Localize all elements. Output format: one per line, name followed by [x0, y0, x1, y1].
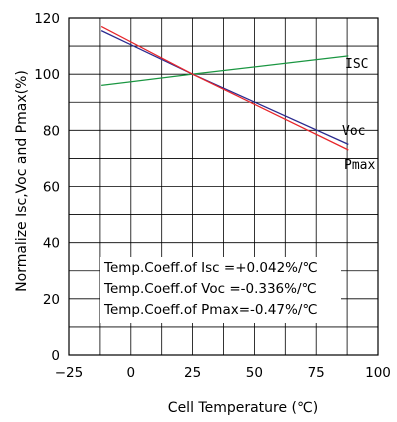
x-tick-label: 75	[308, 365, 325, 381]
annotation-background	[100, 257, 341, 323]
series-line-isc	[101, 55, 349, 87]
x-tick-label: 0	[127, 365, 136, 381]
x-axis-label: Cell Temperature (℃)	[168, 400, 318, 416]
series-label-pmax: Pmax	[344, 158, 375, 173]
y-tick-label: 80	[43, 123, 60, 139]
series-line-pmax	[100, 25, 349, 151]
y-tick-label: 120	[34, 11, 60, 27]
x-tick-label: −25	[55, 365, 84, 381]
y-tick-label: 60	[43, 180, 60, 196]
x-tick-label: 100	[365, 365, 391, 381]
annotation-box: Temp.Coeff.of Isc =+0.042%/℃ Temp.Coeff.…	[100, 257, 341, 323]
plot-frame	[68, 17, 379, 356]
series-label-isc: ISC	[345, 57, 368, 72]
y-tick-label: 100	[34, 67, 60, 83]
series-label-voc: Voc	[342, 124, 365, 139]
y-tick-label: 0	[51, 348, 60, 364]
annotation-voc-coefficient: Temp.Coeff.of Voc =-0.336%/℃	[103, 281, 317, 297]
series-lines	[100, 25, 349, 151]
annotation-pmax-coefficient: Temp.Coeff.of Pmax=-0.47%/℃	[103, 302, 318, 318]
y-tick-label: 20	[43, 292, 60, 308]
x-tick-label: 50	[246, 365, 263, 381]
y-axis-label: Normalize Isc,Voc and Pmax(%)	[14, 70, 30, 292]
x-tick-label: 25	[184, 365, 201, 381]
series-line-voc	[100, 30, 349, 145]
series-labels: ISC Voc Pmax	[342, 57, 375, 173]
annotation-isc-coefficient: Temp.Coeff.of Isc =+0.042%/℃	[103, 260, 318, 276]
y-tick-label: 40	[43, 236, 60, 252]
